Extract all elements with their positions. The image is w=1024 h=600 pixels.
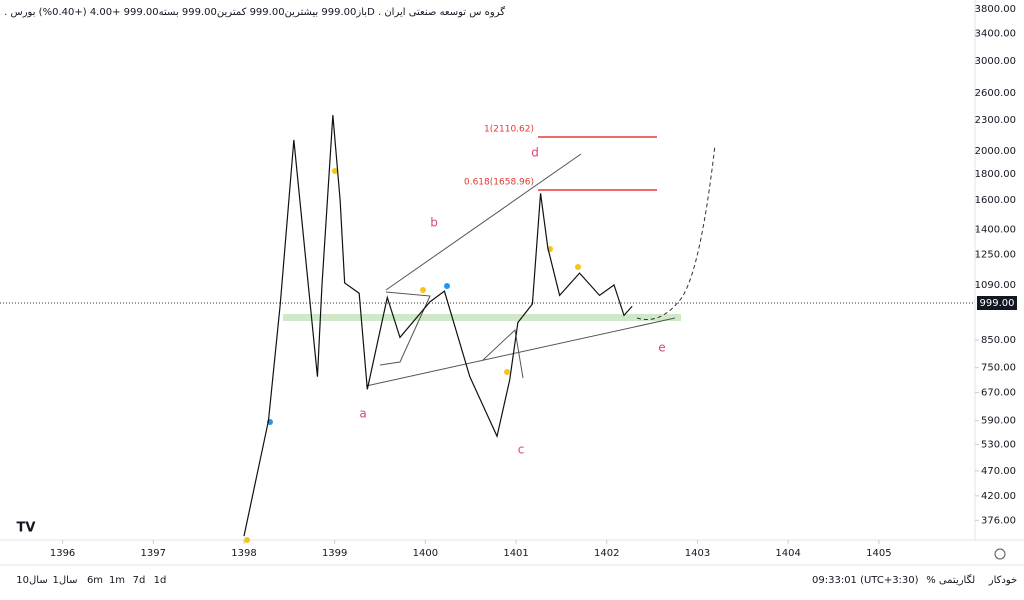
marker (575, 264, 581, 270)
header: باز999.00 بیشترین999.00 کمترین999.00 بست… (0, 6, 505, 18)
trend-line (365, 317, 676, 387)
range-button[interactable]: 10سال (16, 575, 47, 586)
y-tick-label: 3000.00 (975, 56, 1016, 67)
y-tick-label: 420.00 (981, 491, 1016, 502)
y-tick-label: 2600.00 (975, 88, 1016, 99)
marker (420, 287, 426, 293)
marker (444, 283, 450, 289)
scale-button[interactable]: خودکار (988, 575, 1017, 586)
y-tick-label: 1800.00 (975, 169, 1016, 180)
wave-label: d (531, 146, 539, 160)
triangle (482, 328, 524, 379)
marker (244, 537, 250, 543)
x-tick-label: 1397 (141, 548, 166, 559)
wave-label: b (430, 216, 438, 230)
y-tick-label: 3800.00 (975, 4, 1016, 15)
x-tick-label: 1404 (775, 548, 800, 559)
y-tick-label: 470.00 (981, 466, 1016, 477)
clock: 09:33:01 (UTC+3:30) (812, 575, 919, 586)
x-tick-label: 1399 (322, 548, 347, 559)
marker (332, 168, 338, 174)
scale-button[interactable]: لگاریتمی (939, 574, 975, 586)
wave-label: e (658, 341, 665, 355)
y-tick-label: 750.00 (981, 363, 1016, 374)
x-tick-label: 1403 (685, 548, 710, 559)
y-tick-label: 590.00 (981, 416, 1016, 427)
x-tick-label: 1400 (413, 548, 438, 559)
y-tick-label: 530.00 (981, 439, 1016, 450)
x-tick-label: 1398 (231, 548, 256, 559)
range-button[interactable]: 1سال (52, 575, 77, 586)
fib-label: 0.618(1658.96) (464, 178, 534, 188)
y-tick-label: 1400.00 (975, 225, 1016, 236)
x-tick-label: 1405 (866, 548, 891, 559)
projection (636, 144, 716, 320)
range-button[interactable]: 7d (133, 575, 146, 586)
settings-icon[interactable] (994, 548, 1006, 560)
price-series (243, 115, 633, 537)
wave-label: a (359, 407, 366, 421)
x-tick-label: 1396 (50, 548, 75, 559)
price-tag (977, 296, 1017, 310)
fib-label: 1(2110.62) (484, 125, 534, 135)
y-tick-label: 2000.00 (975, 146, 1016, 157)
support-zone (283, 314, 681, 321)
y-tick-label: 1090.00 (975, 280, 1016, 291)
range-button[interactable]: 6m (87, 575, 103, 586)
triangle (379, 291, 431, 366)
y-tick-label: 1250.00 (975, 250, 1016, 261)
y-tick-label: 3400.00 (975, 28, 1016, 39)
range-button[interactable]: 1m (109, 575, 125, 586)
marker (504, 369, 510, 375)
scale-button[interactable]: % (926, 575, 936, 586)
wave-label: c (518, 443, 525, 457)
range-button[interactable]: 1d (154, 575, 167, 586)
logo: TV (17, 521, 36, 536)
trend-line (385, 153, 582, 291)
y-tick-label: 376.00 (981, 515, 1016, 526)
y-tick-label: 2300.00 (975, 115, 1016, 126)
y-tick-label: 850.00 (981, 335, 1016, 346)
y-tick-label: 1600.00 (975, 195, 1016, 206)
x-tick-label: 1401 (503, 548, 528, 559)
y-tick-label: 670.00 (981, 388, 1016, 399)
price-tag-label: 999.00 (980, 298, 1015, 309)
x-tick-label: 1402 (594, 548, 619, 559)
